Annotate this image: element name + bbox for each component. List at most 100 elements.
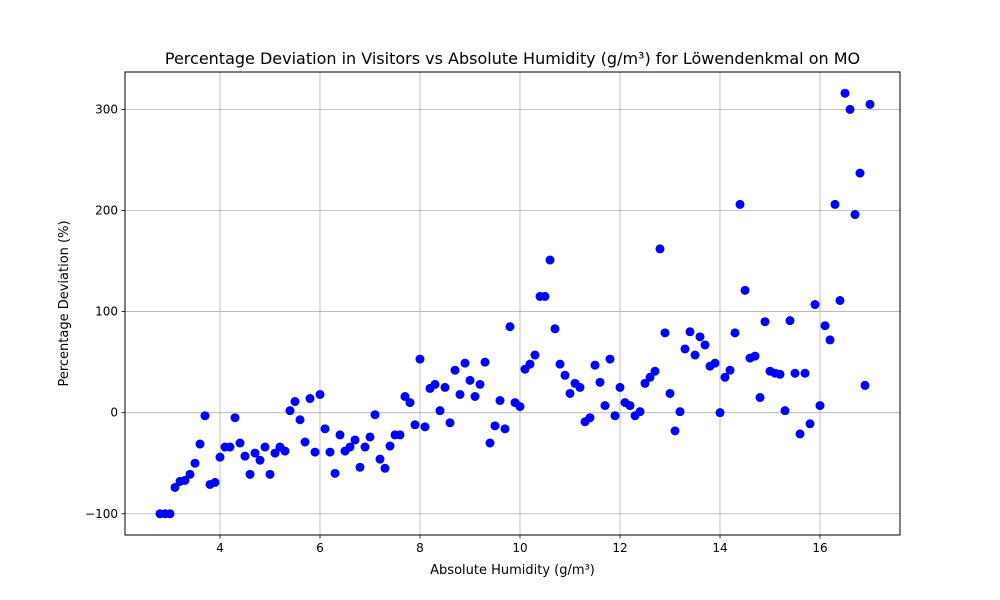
data-point [375, 454, 385, 464]
data-point [235, 438, 245, 448]
x-axis-label: Absolute Humidity (g/m³) [430, 563, 595, 578]
x-tick-label: 16 [812, 541, 827, 555]
data-point [245, 469, 255, 479]
data-point [855, 168, 865, 178]
x-tick-label: 8 [416, 541, 424, 555]
data-point [505, 322, 515, 332]
data-point [420, 422, 430, 432]
data-point [795, 429, 805, 439]
y-tick-label: −100 [85, 507, 118, 521]
data-point [605, 354, 615, 364]
data-point [265, 469, 275, 479]
data-point [385, 441, 395, 451]
grid-lines [125, 72, 900, 535]
data-point [655, 244, 665, 254]
data-point [760, 317, 770, 327]
data-point [215, 452, 225, 462]
data-point [755, 393, 765, 403]
data-point [410, 420, 420, 430]
y-tick-label: 200 [95, 203, 118, 217]
data-point [825, 335, 835, 345]
data-point [635, 407, 645, 417]
y-tick-label: 100 [95, 305, 118, 319]
data-point [180, 475, 190, 485]
data-point [260, 442, 270, 452]
data-point [845, 104, 855, 114]
data-point [210, 477, 220, 487]
data-point [320, 424, 330, 434]
data-point [500, 424, 510, 434]
data-point [470, 392, 480, 402]
data-point [445, 418, 455, 428]
data-point [480, 357, 490, 367]
data-point [590, 360, 600, 370]
data-point [335, 430, 345, 440]
data-point [365, 432, 375, 442]
data-point [685, 327, 695, 337]
data-point [465, 375, 475, 385]
data-point [610, 411, 620, 421]
data-point [565, 388, 575, 398]
data-point [555, 359, 565, 369]
data-point [830, 199, 840, 209]
plot-frame [124, 71, 901, 536]
data-point [850, 210, 860, 220]
data-point [185, 469, 195, 479]
data-point [545, 255, 555, 265]
data-point [315, 389, 325, 399]
data-point [485, 438, 495, 448]
data-point [835, 295, 845, 305]
y-tick-label: 300 [95, 102, 118, 116]
y-axis-label: Percentage Deviation (%) [57, 220, 72, 386]
data-points [155, 88, 875, 519]
data-point [525, 359, 535, 369]
data-point [305, 394, 315, 404]
data-point [600, 401, 610, 411]
data-point [460, 358, 470, 368]
data-point [200, 411, 210, 421]
data-point [490, 421, 500, 431]
data-point [190, 458, 200, 468]
data-point [455, 389, 465, 399]
data-point [645, 372, 655, 382]
data-point [170, 482, 180, 492]
data-point [165, 509, 175, 519]
data-point [550, 324, 560, 334]
data-point [735, 199, 745, 209]
data-point [225, 442, 235, 452]
x-tick-label: 6 [316, 541, 324, 555]
data-point [715, 408, 725, 418]
data-point [350, 435, 360, 445]
data-point [255, 455, 265, 465]
data-point [270, 448, 280, 458]
data-point [730, 328, 740, 338]
data-point [405, 398, 415, 408]
data-point [370, 410, 380, 420]
data-point [625, 401, 635, 411]
data-point [295, 415, 305, 425]
data-point [195, 439, 205, 449]
chart-title: Percentage Deviation in Visitors vs Abso… [165, 49, 860, 68]
data-point [750, 351, 760, 361]
data-point [415, 354, 425, 364]
data-point [585, 413, 595, 423]
x-tick-label: 14 [712, 541, 727, 555]
x-tick-label: 12 [612, 541, 627, 555]
data-point [670, 426, 680, 436]
data-point [355, 462, 365, 472]
data-point [815, 401, 825, 411]
data-point [250, 448, 260, 458]
data-point [430, 379, 440, 389]
data-point [675, 407, 685, 417]
data-point [710, 358, 720, 368]
data-point [615, 382, 625, 392]
data-point [240, 451, 250, 461]
data-point [400, 392, 410, 402]
data-point [435, 406, 445, 416]
data-point [440, 382, 450, 392]
data-point [230, 413, 240, 423]
data-point [680, 344, 690, 354]
data-point [595, 377, 605, 387]
